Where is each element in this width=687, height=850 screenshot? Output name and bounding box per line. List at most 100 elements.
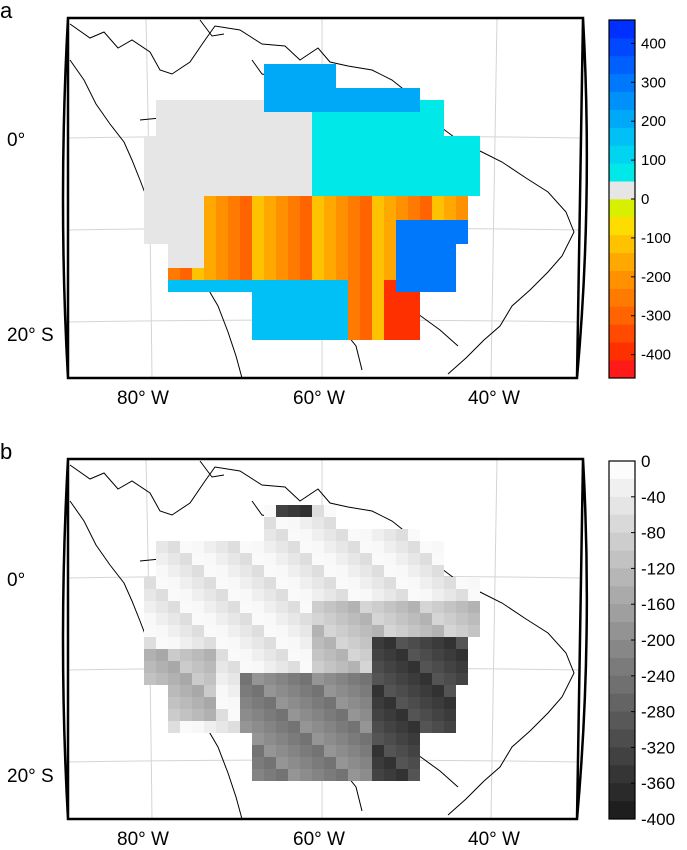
lon-label-80w-b: 80° W (117, 829, 169, 850)
grid-cell-a (192, 112, 204, 124)
grid-cell-b (456, 673, 468, 685)
grid-cell-a (204, 124, 216, 136)
grid-cell-b (312, 661, 324, 673)
grid-cell-b (216, 589, 228, 601)
grid-cell-a (240, 208, 252, 220)
colorbar-a-swatch (609, 234, 635, 254)
grid-cell-b (384, 721, 396, 733)
grid-cell-b (360, 745, 372, 757)
grid-cell-a (372, 220, 384, 232)
grid-cell-a (192, 268, 204, 280)
grid-cell-a (228, 100, 240, 112)
map-frame-b (61, 457, 589, 821)
grid-cell-b (312, 589, 324, 601)
grid-cell-a (240, 220, 252, 232)
grid-cell-a (444, 244, 456, 256)
grid-cell-b (300, 529, 312, 541)
grid-cell-b (348, 649, 360, 661)
grid-cell-a (348, 184, 360, 196)
grid-cell-b (372, 733, 384, 745)
grid-cell-b (408, 673, 420, 685)
grid-cell-b (192, 709, 204, 721)
grid-cell-b (336, 661, 348, 673)
colorbar-a-tick-label: -400 (641, 347, 671, 364)
grid-cell-a (252, 292, 264, 304)
grid-cell-a (180, 268, 192, 280)
grid-cell-b (240, 709, 252, 721)
grid-cell-b (228, 613, 240, 625)
grid-cell-a (252, 316, 264, 328)
grid-cell-a (264, 124, 276, 136)
grid-cell-a (204, 160, 216, 172)
grid-cell-a (264, 280, 276, 292)
grid-cell-b (300, 661, 312, 673)
grid-cell-a (168, 184, 180, 196)
grid-cell-a (312, 256, 324, 268)
grid-cell-a (228, 256, 240, 268)
grid-cell-a (228, 244, 240, 256)
grid-cell-b (396, 685, 408, 697)
grid-cell-b (204, 577, 216, 589)
grid-cell-b (252, 577, 264, 589)
grid-cell-b (444, 661, 456, 673)
grid-cell-a (300, 136, 312, 148)
grid-cell-b (300, 565, 312, 577)
grid-cell-b (204, 685, 216, 697)
grid-cell-a (360, 292, 372, 304)
grid-cell-a (192, 160, 204, 172)
grid-cell-a (432, 184, 444, 196)
grid-cell-b (288, 529, 300, 541)
grid-cell-b (408, 565, 420, 577)
lon-label-80w-a: 80° W (117, 388, 169, 409)
grid-cell-a (348, 148, 360, 160)
grid-cell-a (360, 328, 372, 340)
grid-cell-b (168, 709, 180, 721)
grid-cell-b (360, 541, 372, 553)
grid-cell-a (240, 280, 252, 292)
grid-cell-b (372, 541, 384, 553)
grid-cell-a (228, 232, 240, 244)
grid-cell-a (360, 88, 372, 100)
grid-cell-b (396, 697, 408, 709)
grid-cell-b (360, 553, 372, 565)
grid-cell-b (372, 745, 384, 757)
grid-cell-b (312, 541, 324, 553)
grid-cell-b (144, 673, 156, 685)
grid-cell-b (396, 733, 408, 745)
grid-cell-a (336, 88, 348, 100)
grid-cell-b (252, 553, 264, 565)
lon-label-40w-a: 40° W (468, 388, 520, 409)
grid-cell-a (276, 124, 288, 136)
grid-cell-b (216, 721, 228, 733)
grid-cell-b (348, 577, 360, 589)
grid-cell-a (252, 268, 264, 280)
grid-cell-a (408, 112, 420, 124)
grid-cell-a (432, 256, 444, 268)
grid-cell-b (168, 613, 180, 625)
grid-cell-a (144, 232, 156, 244)
grid-cell-a (336, 100, 348, 112)
grid-cell-a (228, 148, 240, 160)
grid-cell-a (168, 256, 180, 268)
colorbar-b-tick-label: -40 (641, 488, 666, 507)
grid-cell-a (432, 112, 444, 124)
grid-cell-a (288, 112, 300, 124)
grid-cell-a (168, 268, 180, 280)
grid-cell-b (252, 637, 264, 649)
grid-cell-b (324, 517, 336, 529)
grid-cell-b (396, 529, 408, 541)
grid-cell-a (192, 184, 204, 196)
grid-cell-b (180, 709, 192, 721)
grid-cell-a (468, 160, 480, 172)
grid-cell-b (240, 577, 252, 589)
grid-cell-b (348, 721, 360, 733)
grid-cell-a (168, 196, 180, 208)
grid-cell-b (384, 733, 396, 745)
grid-cell-a (468, 148, 480, 160)
grid-cell-a (336, 112, 348, 124)
grid-cell-a (384, 220, 396, 232)
grid-cell-a (432, 136, 444, 148)
grid-cell-a (228, 124, 240, 136)
grid-cell-a (300, 160, 312, 172)
grid-cell-a (180, 160, 192, 172)
